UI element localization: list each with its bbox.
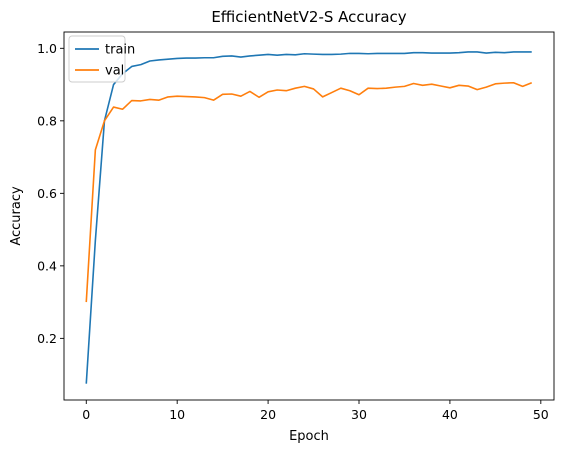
series-line-train xyxy=(85,51,532,384)
axes-frame xyxy=(63,31,555,401)
y-tick-label: 0.6 xyxy=(37,186,57,201)
y-tick-label: 0.8 xyxy=(37,113,57,128)
y-tick-label: 1.0 xyxy=(37,41,57,56)
chart-title: EfficientNetV2-S Accuracy xyxy=(211,8,406,26)
legend: train val xyxy=(68,35,135,83)
y-tick-label: 0.4 xyxy=(37,258,57,273)
x-tick-label: 50 xyxy=(533,407,549,422)
plot-area: 0 10 20 30 40 50 0.2 0.4 0.6 0.8 1.0 xyxy=(37,31,555,422)
x-tick-label: 30 xyxy=(351,407,367,422)
x-tick-label: 0 xyxy=(82,407,90,422)
y-tick-label: 0.2 xyxy=(37,331,57,346)
x-tick-label: 40 xyxy=(442,407,458,422)
x-tick-label: 10 xyxy=(169,407,185,422)
legend-label-val: val xyxy=(105,64,124,79)
legend-label-train: train xyxy=(105,43,135,58)
y-axis-label: Accuracy xyxy=(9,186,24,246)
series-line-val xyxy=(85,81,533,303)
x-axis-label: Epoch xyxy=(289,429,329,444)
x-tick-label: 20 xyxy=(260,407,276,422)
